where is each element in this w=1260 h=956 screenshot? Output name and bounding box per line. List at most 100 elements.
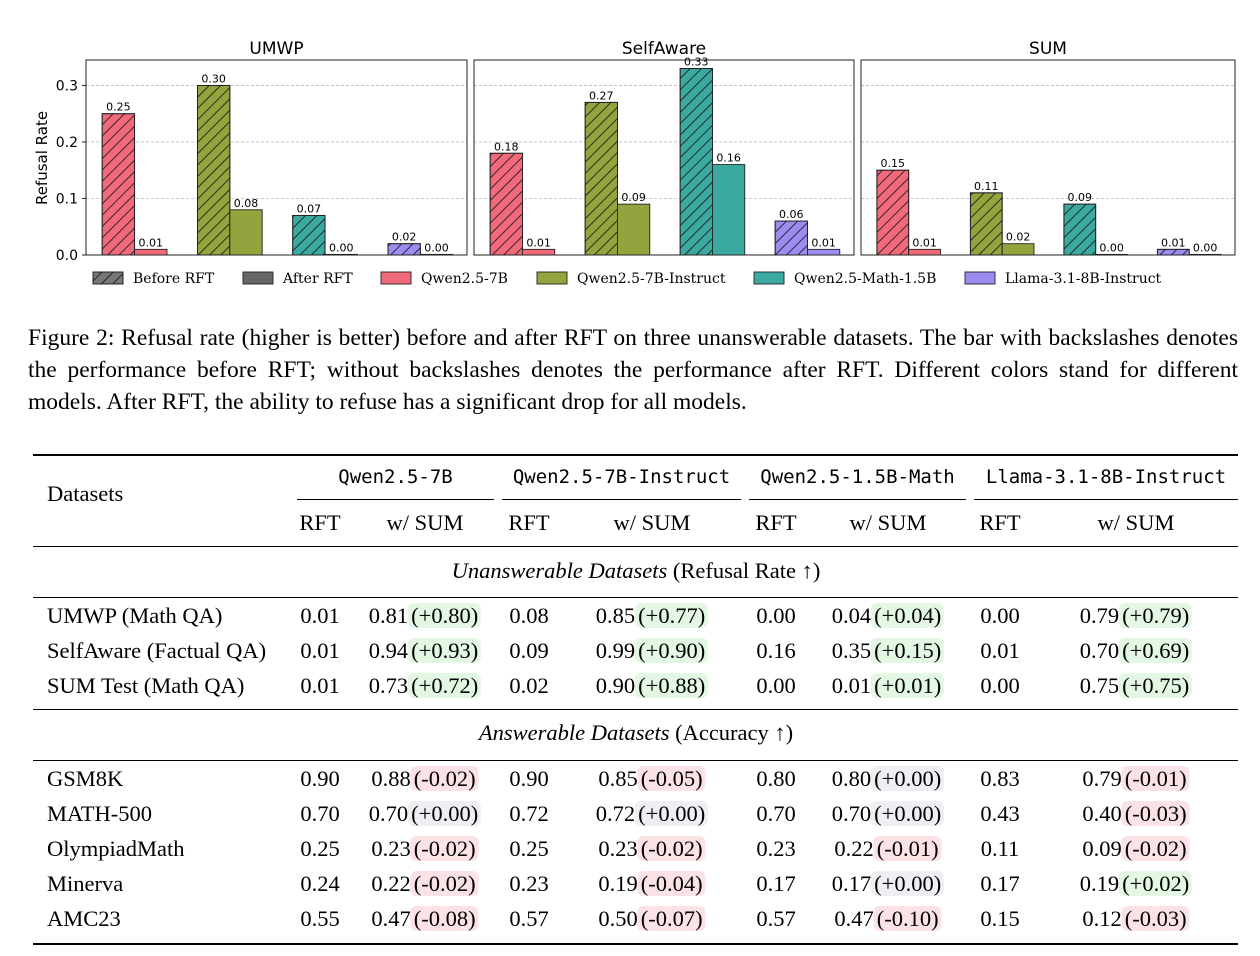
- sum-score: 0.99: [595, 638, 636, 663]
- sum-value: 0.85 (+0.77): [595, 603, 709, 629]
- sum-header: w/ SUM: [613, 510, 691, 535]
- datasets-header: Datasets: [47, 481, 124, 506]
- rft-value: 0.08: [509, 603, 549, 628]
- table-rule: [33, 546, 1238, 547]
- delta-badge: (+0.80): [408, 603, 482, 628]
- rft-value: 0.70: [756, 801, 796, 826]
- row-label: MATH-500: [47, 801, 152, 826]
- sum-value: 0.72 (+0.00): [596, 801, 709, 827]
- legend-swatch-hatch: [92, 271, 124, 285]
- sum-score: 0.35: [831, 638, 872, 663]
- bar-after: [807, 248, 841, 256]
- bar-hatch: [1156, 248, 1190, 256]
- delta-badge: (-0.02): [410, 871, 479, 896]
- legend-swatch: [753, 271, 785, 285]
- legend-item: After RFT: [242, 271, 353, 287]
- y-axis-label: Refusal Rate: [33, 111, 51, 205]
- bar-label: 0.25: [106, 101, 131, 114]
- panel-title: SelfAware: [622, 39, 706, 59]
- rft-value: 0.72: [509, 801, 549, 826]
- refusal-rate-figure: UMWP 0.25 0.01 0.30 0.08 0.07 0.00 0.02 0.00 Self…: [33, 39, 1236, 287]
- sum-value: 0.81 (+0.80): [368, 603, 482, 629]
- plot-frame: [860, 59, 1236, 256]
- legend-swatch: [964, 271, 996, 285]
- sum-value: 0.99 (+0.90): [595, 638, 709, 664]
- delta-badge: (-0.08): [410, 906, 479, 931]
- sum-score: 0.23: [598, 836, 638, 861]
- rft-value: 0.00: [756, 603, 796, 628]
- sum-value: 0.35 (+0.15): [831, 638, 945, 664]
- y-axis: 0.0 0.1 0.2 0.3 Refusal Rate: [33, 78, 86, 264]
- plot-frame: [473, 59, 855, 256]
- table-rule: [33, 943, 1238, 945]
- y-tick-label: 0.2: [56, 135, 78, 151]
- legend-label: Qwen2.5-7B: [421, 271, 508, 287]
- sum-score: 0.47: [834, 906, 874, 931]
- sum-score: 0.94: [368, 638, 409, 663]
- rft-value: 0.57: [509, 906, 549, 931]
- cmidrule: [749, 499, 966, 500]
- legend: Before RFT After RFT Qwen2.5-7B Qwen2.5-7B-…: [92, 271, 1162, 287]
- sum-score: 0.09: [1082, 836, 1122, 861]
- bar-hatch: [101, 113, 136, 256]
- delta-badge: (-0.04): [637, 871, 706, 896]
- sum-value: 0.22 (-0.02): [371, 871, 479, 897]
- delta-badge: (+0.79): [1119, 603, 1193, 628]
- bar-after: [1095, 253, 1128, 256]
- bar-after: [229, 209, 263, 256]
- sum-value: 0.75 (+0.75): [1079, 673, 1193, 699]
- rft-value: 0.09: [509, 638, 549, 663]
- rft-value: 0.24: [300, 871, 340, 896]
- sum-score: 0.75: [1079, 673, 1120, 698]
- row-label: UMWP (Math QA): [47, 603, 223, 628]
- bar-after: [134, 248, 168, 256]
- sum-score: 0.01: [831, 673, 872, 698]
- rft-value: 0.02: [509, 673, 549, 698]
- delta-badge: (+0.04): [871, 603, 945, 628]
- sum-score: 0.79: [1082, 766, 1122, 791]
- bar-label: 0.06: [779, 208, 804, 221]
- delta-badge: (+0.88): [635, 673, 709, 698]
- sum-value: 0.88 (-0.02): [371, 766, 479, 792]
- sum-score: 0.22: [371, 871, 411, 896]
- delta-badge: (+0.00): [635, 801, 709, 826]
- delta-badge: (+0.75): [1119, 673, 1193, 698]
- cmidrule: [297, 499, 494, 500]
- cmidrule: [974, 499, 1238, 500]
- bar-label: 0.07: [297, 202, 322, 215]
- table-rule: [33, 454, 1238, 456]
- bar-hatch: [876, 169, 910, 256]
- sum-score: 0.70: [831, 801, 872, 826]
- bar-label: 0.00: [424, 241, 449, 254]
- legend-item: Before RFT: [92, 271, 215, 287]
- delta-badge: (+0.93): [408, 638, 482, 663]
- delta-badge: (+0.69): [1119, 638, 1193, 663]
- legend-label: Llama-3.1-8B-Instruct: [1005, 271, 1162, 287]
- bar-hatch: [969, 192, 1003, 256]
- sum-value: 0.19 (-0.04): [598, 871, 706, 897]
- rft-value: 0.17: [980, 871, 1020, 896]
- delta-badge: (+0.72): [408, 673, 482, 698]
- model-header: Qwen2.5-7B: [338, 466, 453, 488]
- sum-score: 0.79: [1079, 603, 1120, 628]
- panel-title: UMWP: [249, 39, 303, 59]
- sum-value: 0.40 (-0.03): [1082, 801, 1190, 827]
- sum-score: 0.85: [598, 766, 638, 791]
- rft-header: RFT: [299, 510, 341, 535]
- delta-badge: (+0.00): [408, 801, 482, 826]
- rft-value: 0.17: [756, 871, 796, 896]
- sum-score: 0.81: [368, 603, 409, 628]
- rft-value: 0.11: [980, 836, 1020, 861]
- delta-badge: (-0.02): [410, 766, 479, 791]
- bar-label: 0.00: [1193, 241, 1218, 254]
- sum-value: 0.12 (-0.03): [1082, 906, 1190, 932]
- rft-value: 0.70: [300, 801, 340, 826]
- sum-score: 0.50: [598, 906, 638, 931]
- sum-score: 0.85: [595, 603, 636, 628]
- bar-label: 0.09: [621, 191, 646, 204]
- section-metric: (Accuracy ↑): [669, 720, 794, 745]
- bar-hatch: [584, 101, 618, 256]
- rft-value: 0.01: [300, 603, 340, 628]
- sum-value: 0.47 (-0.08): [371, 906, 479, 932]
- legend-label: After RFT: [282, 271, 353, 287]
